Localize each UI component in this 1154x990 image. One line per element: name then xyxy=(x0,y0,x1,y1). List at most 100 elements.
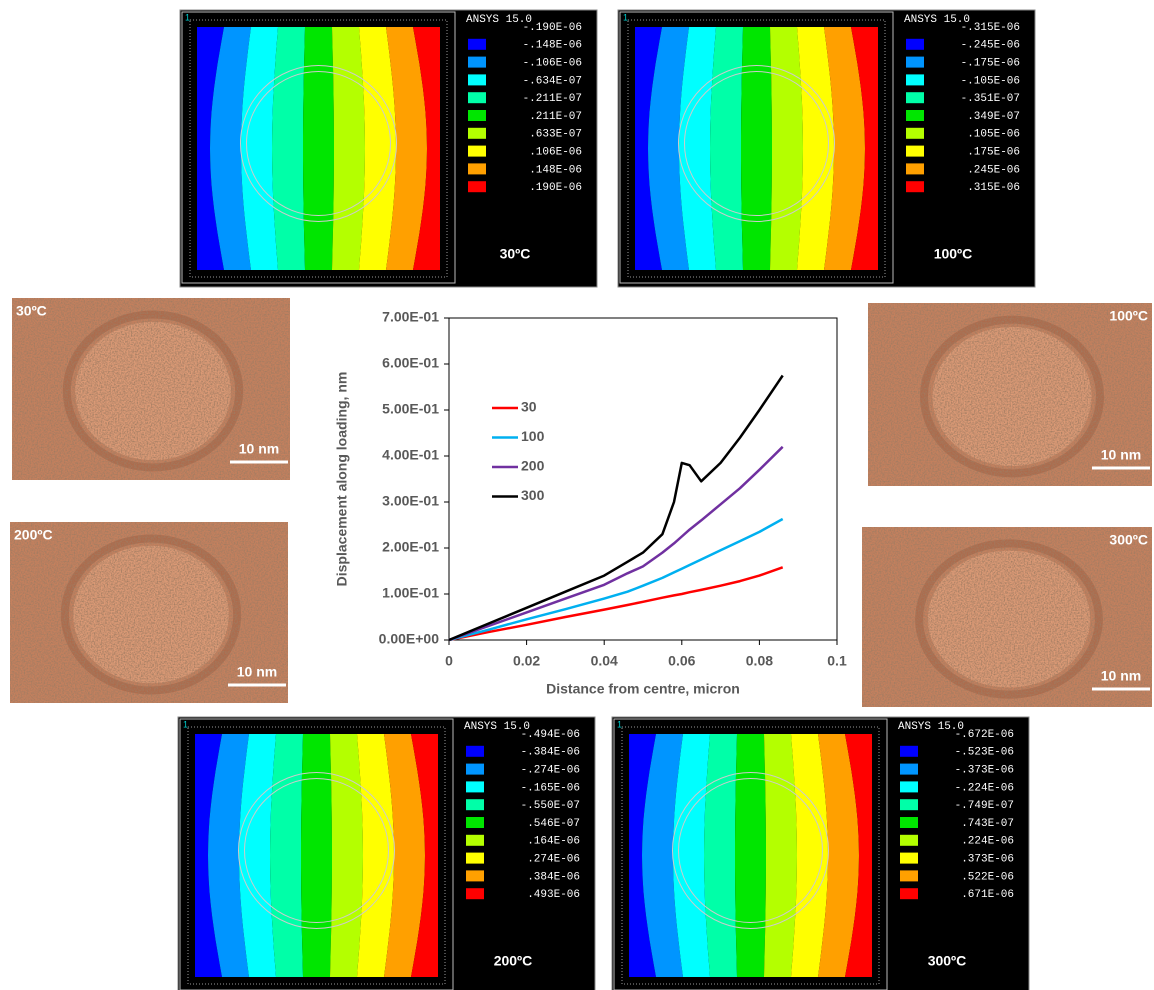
contour-band xyxy=(635,27,662,270)
micrograph-texture xyxy=(862,527,1152,707)
legend-swatch xyxy=(466,763,484,775)
legend-value: .493E-06 xyxy=(527,889,580,901)
legend-value: .373E-06 xyxy=(961,854,1014,866)
legend-swatch xyxy=(906,163,924,175)
scale-label: 10 nm xyxy=(237,664,277,680)
legend-swatch xyxy=(468,163,486,175)
contour-band xyxy=(330,734,363,977)
legend-value: .546E-07 xyxy=(527,818,580,830)
plot-border xyxy=(621,726,880,985)
contour-band xyxy=(791,734,828,977)
inclusion-outline xyxy=(684,71,829,216)
x-tick-label: 0.02 xyxy=(513,653,540,669)
micrograph-label: 200ºC xyxy=(14,527,53,543)
legend-swatch xyxy=(466,852,484,864)
legend-value: -.351E-07 xyxy=(961,93,1020,105)
x-tick-label: 0.08 xyxy=(746,653,773,669)
contour-band xyxy=(764,734,797,977)
legend-swatch xyxy=(468,145,486,157)
scale-label: 10 nm xyxy=(1101,668,1141,684)
contour-band xyxy=(303,27,334,270)
contour-band xyxy=(270,734,303,977)
inclusion-outline xyxy=(672,772,829,929)
scale-label: 10 nm xyxy=(1101,447,1141,463)
legend-label: 300 xyxy=(521,487,545,503)
contour-band xyxy=(197,27,224,270)
corner-label: 1 xyxy=(185,12,190,22)
panel-label: 100ºC xyxy=(934,246,973,262)
plot-border xyxy=(189,19,448,278)
legend-swatch xyxy=(468,74,486,86)
data-line xyxy=(448,517,784,642)
legend-swatch xyxy=(906,181,924,193)
panel-label: 30ºC xyxy=(500,246,531,262)
legend-value: .743E-07 xyxy=(961,818,1014,830)
ansys-title: ANSYS 15.0 xyxy=(904,14,970,26)
y-tick-label: 3.00E-01 xyxy=(382,493,439,509)
y-tick-label: 4.00E-01 xyxy=(382,447,439,463)
legend-value: .224E-06 xyxy=(961,836,1014,848)
contour-band xyxy=(824,27,865,270)
scale-label: 10 nm xyxy=(239,441,279,457)
legend-value: .175E-06 xyxy=(967,147,1020,159)
legend-swatch xyxy=(900,817,918,828)
ansys-title: ANSYS 15.0 xyxy=(464,721,530,733)
legend-value: -.384E-06 xyxy=(521,747,580,759)
y-tick-label: 1.00E-01 xyxy=(382,585,439,601)
inclusion-outline xyxy=(678,778,823,923)
contour-band xyxy=(384,734,425,977)
contour-band xyxy=(239,734,276,977)
micrograph-texture xyxy=(868,303,1152,486)
contour-band xyxy=(411,734,438,977)
legend-value: -.148E-06 xyxy=(523,40,582,52)
micrograph-label: 30ºC xyxy=(16,303,47,319)
contour-band xyxy=(735,734,766,977)
legend-value: .164E-06 xyxy=(527,836,580,848)
micrograph-texture xyxy=(10,522,288,703)
legend-swatch xyxy=(906,92,924,104)
legend-value: .671E-06 xyxy=(961,889,1014,901)
y-tick-label: 7.00E-01 xyxy=(382,309,439,325)
legend-value: .211E-07 xyxy=(529,111,582,123)
corner-label: 1 xyxy=(617,719,622,729)
contour-band xyxy=(642,734,683,977)
contour-band xyxy=(359,27,396,270)
legend-swatch xyxy=(900,852,918,864)
contour-band xyxy=(210,27,251,270)
micrograph-label: 100ºC xyxy=(1109,308,1148,324)
x-tick-label: 0.1 xyxy=(827,653,847,669)
x-tick-label: 0 xyxy=(445,653,453,669)
data-line xyxy=(448,374,784,642)
plot-border xyxy=(187,726,446,985)
micrograph-label: 300ºC xyxy=(1109,532,1148,548)
legend-swatch xyxy=(906,145,924,157)
legend-value: -.634E-07 xyxy=(523,75,582,87)
legend-swatch xyxy=(468,38,486,50)
legend-value: .190E-06 xyxy=(529,182,582,194)
legend-swatch xyxy=(468,181,486,193)
contour-band xyxy=(272,27,305,270)
legend-swatch xyxy=(468,56,486,68)
legend-value: -.373E-06 xyxy=(955,765,1014,777)
contour-band xyxy=(301,734,332,977)
legend-value: .105E-06 xyxy=(967,129,1020,141)
inclusion-outline xyxy=(238,772,395,929)
legend-value: -.274E-06 xyxy=(521,765,580,777)
x-axis-label: Distance from centre, micron xyxy=(546,681,740,697)
legend-swatch xyxy=(466,870,484,882)
data-line xyxy=(448,445,784,642)
contour-band xyxy=(648,27,689,270)
legend-value: .106E-06 xyxy=(529,147,582,159)
inclusion-outline xyxy=(244,778,389,923)
legend-value: -.224E-06 xyxy=(955,782,1014,794)
plot-area xyxy=(448,317,838,641)
legend-swatch xyxy=(906,110,924,121)
legend-value: -.106E-06 xyxy=(523,58,582,70)
inclusion-outline xyxy=(246,71,391,216)
legend-swatch xyxy=(906,56,924,68)
plot-border xyxy=(627,19,886,278)
legend-swatch xyxy=(466,817,484,828)
legend-swatch xyxy=(900,745,918,757)
contour-band xyxy=(195,734,222,977)
legend-swatch xyxy=(900,763,918,775)
